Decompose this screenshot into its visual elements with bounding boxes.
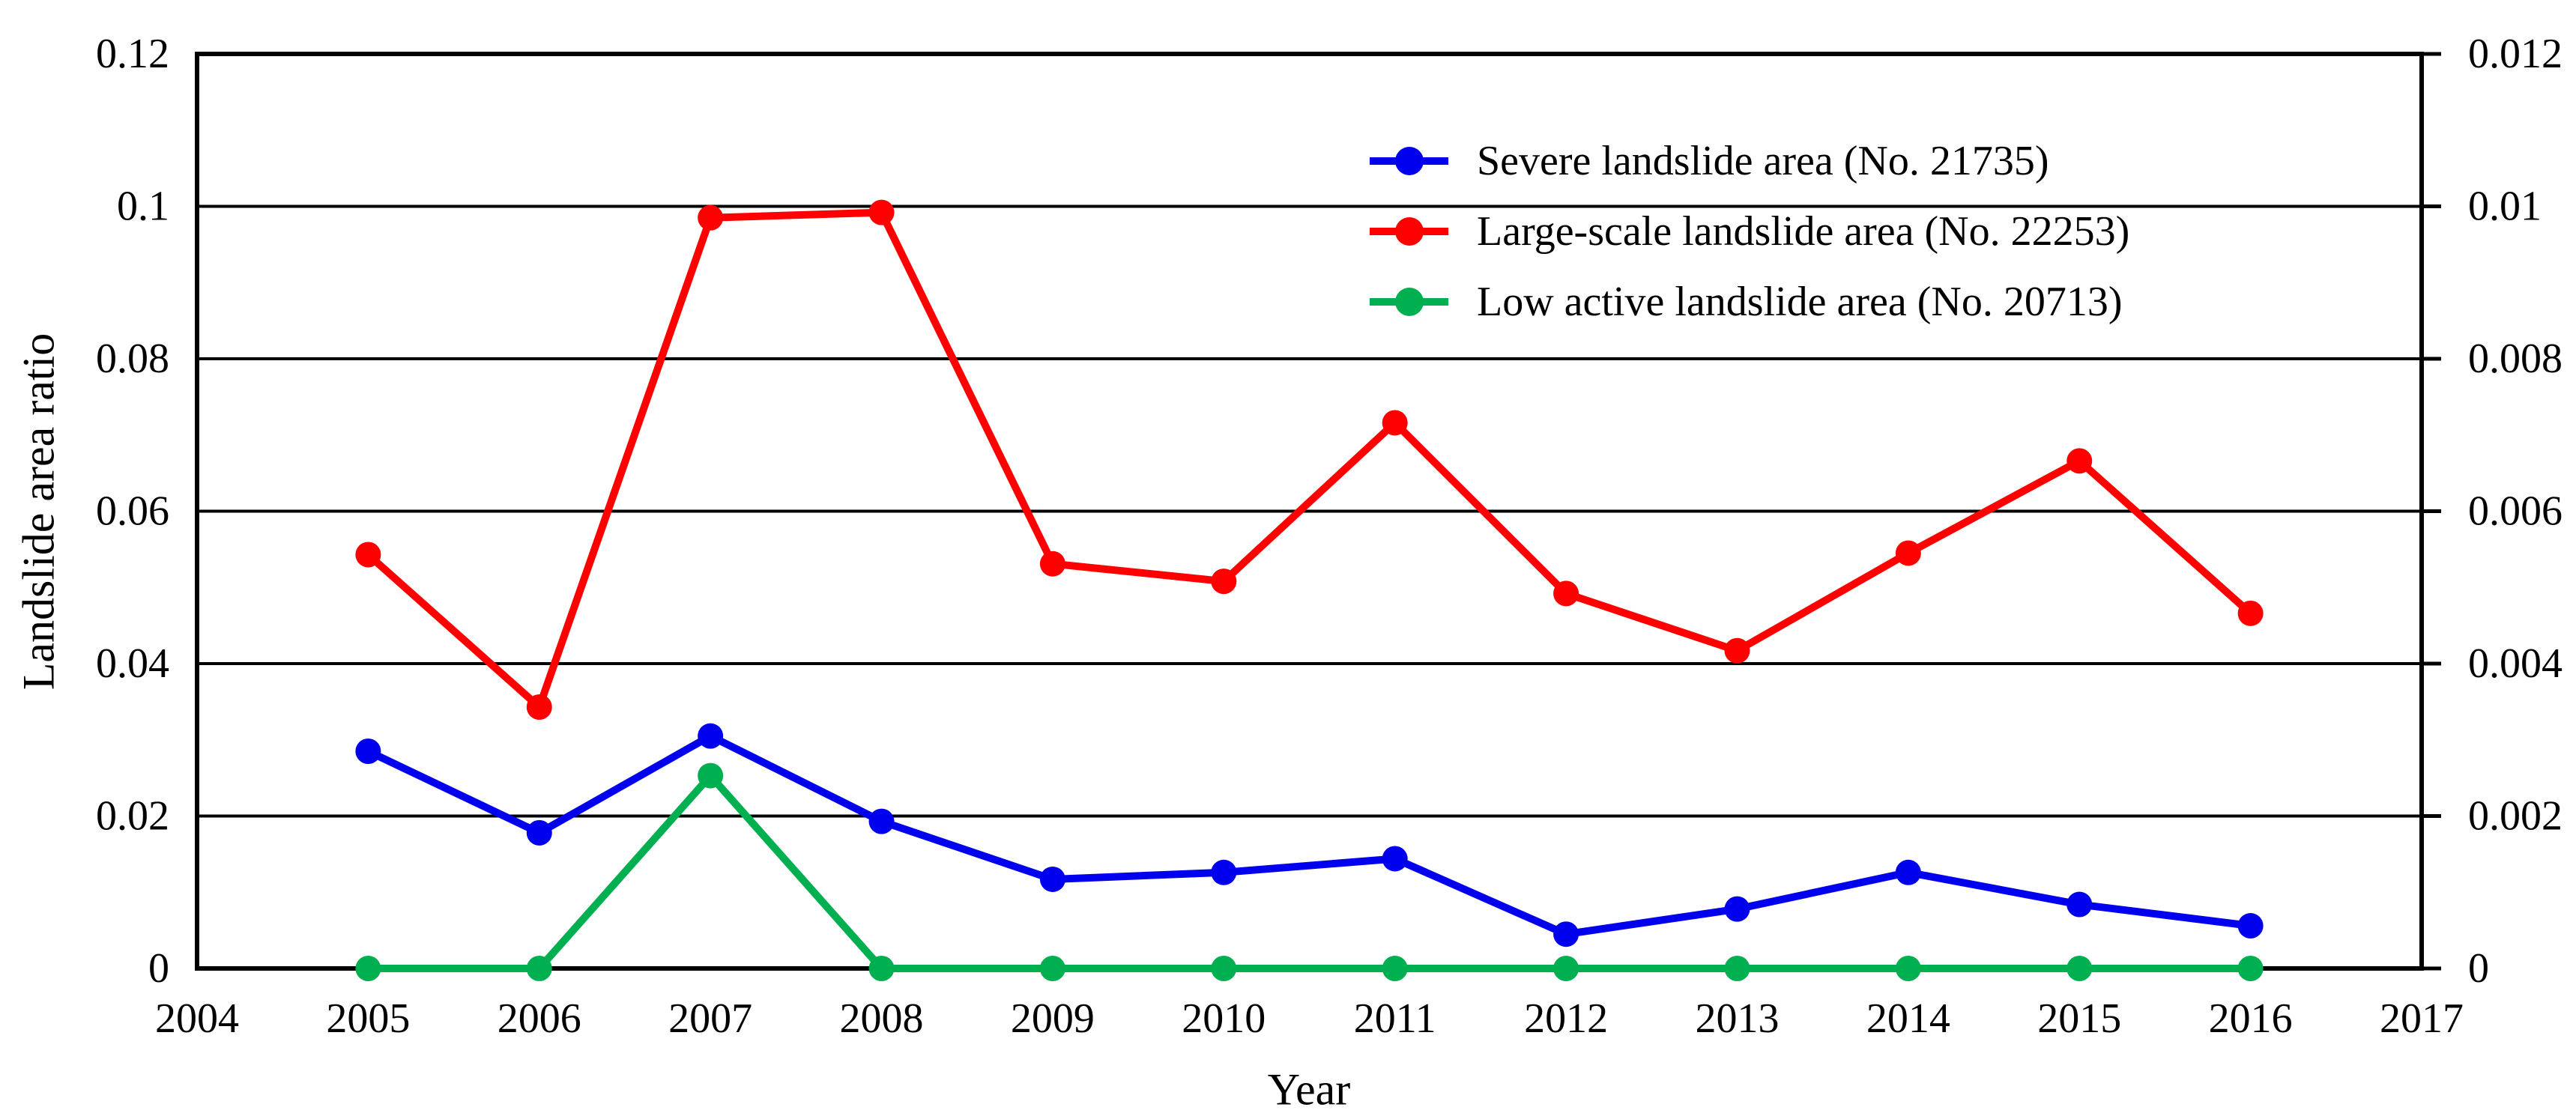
data-point-marker: [1039, 956, 1065, 981]
data-point-marker: [868, 199, 895, 225]
legend-label: Low active landslide area (No. 20713): [1477, 279, 2123, 325]
y-left-tick-label: 0.1: [117, 184, 169, 230]
data-point-marker: [1895, 956, 1921, 981]
data-point-marker: [2066, 891, 2093, 918]
data-point-marker: [1039, 551, 1065, 577]
legend-item-low-active: Low active landslide area (No. 20713): [1370, 267, 2129, 337]
data-point-marker: [1724, 896, 1750, 922]
legend-dot-icon: [1394, 217, 1424, 246]
x-tick-label: 2013: [1695, 995, 1779, 1042]
legend-item-severe: Severe landslide area (No. 21735): [1370, 126, 2129, 196]
data-point-marker: [1553, 921, 1579, 947]
data-point-marker: [698, 723, 724, 749]
y-right-tick-label: 0.006: [2468, 488, 2563, 535]
x-tick-label: 2011: [1354, 995, 1436, 1042]
legend-line-marker-icon: [1370, 288, 1448, 316]
x-tick-label: 2016: [2209, 995, 2293, 1042]
y-right-tick-label: 0.012: [2468, 31, 2563, 77]
data-point-marker: [698, 762, 724, 789]
data-point-marker: [1211, 956, 1237, 981]
y-left-tick-label: 0.04: [96, 640, 169, 687]
x-tick-label: 2017: [2380, 995, 2464, 1042]
data-point-marker: [526, 819, 552, 846]
y-right-tick-label: 0.002: [2468, 793, 2563, 840]
x-axis-title: Year: [1267, 1064, 1351, 1115]
legend-label: Severe landslide area (No. 21735): [1477, 138, 2049, 184]
data-point-marker: [526, 956, 552, 981]
y-left-tick-label: 0.08: [96, 336, 169, 382]
x-tick-label: 2008: [840, 995, 924, 1042]
data-point-marker: [698, 204, 724, 231]
x-tick-label: 2007: [668, 995, 752, 1042]
data-point-marker: [1895, 859, 1921, 885]
data-point-marker: [1724, 956, 1750, 981]
series-line-1: [364, 208, 2255, 711]
y-left-tick-label: 0.06: [96, 488, 169, 535]
x-tick-label: 2015: [2037, 995, 2121, 1042]
x-tick-label: 2006: [498, 995, 581, 1042]
y-right-tick-label: 0: [2468, 945, 2489, 992]
series-line-0: [364, 732, 2255, 938]
x-tick-label: 2010: [1182, 995, 1266, 1042]
series-line-2: [364, 771, 2255, 972]
x-tick-label: 2005: [326, 995, 410, 1042]
data-point-marker: [1553, 580, 1579, 607]
data-point-marker: [1211, 568, 1237, 595]
x-tick-label: 2009: [1011, 995, 1095, 1042]
y-left-tick-label: 0.02: [96, 793, 169, 840]
data-point-marker: [355, 542, 381, 568]
data-point-marker: [868, 808, 895, 834]
data-point-marker: [1724, 637, 1750, 664]
y-right-tick-label: 0.004: [2468, 640, 2563, 687]
x-tick-label: 2004: [155, 995, 239, 1042]
legend-dot-icon: [1394, 147, 1424, 175]
x-tick-label: 2014: [1866, 995, 1950, 1042]
data-point-marker: [2237, 913, 2264, 939]
y-right-tick-label: 0.008: [2468, 336, 2563, 382]
data-point-marker: [355, 739, 381, 765]
data-point-marker: [1382, 410, 1408, 436]
data-point-marker: [2237, 600, 2264, 626]
y-left-tick-label: 0: [148, 945, 169, 992]
legend-line-marker-icon: [1370, 147, 1448, 175]
data-point-marker: [868, 956, 895, 981]
y-right-tick-label: 0.01: [2468, 184, 2542, 230]
legend-item-large-scale: Large-scale landslide area (No. 22253): [1370, 196, 2129, 267]
data-point-marker: [526, 694, 552, 720]
data-point-marker: [2237, 956, 2264, 981]
data-point-marker: [2066, 448, 2093, 474]
data-point-marker: [1211, 859, 1237, 885]
legend-dot-icon: [1394, 288, 1424, 316]
data-point-marker: [1382, 846, 1408, 872]
legend: Severe landslide area (No. 21735) Large-…: [1370, 126, 2129, 337]
data-point-marker: [355, 956, 381, 981]
x-tick-label: 2012: [1524, 995, 1608, 1042]
data-point-marker: [2066, 956, 2093, 981]
data-point-marker: [1039, 866, 1065, 892]
legend-line-marker-icon: [1370, 217, 1448, 246]
data-point-marker: [1553, 956, 1579, 981]
data-point-marker: [1895, 540, 1921, 566]
y-axis-title: Landslide area ratio: [13, 333, 64, 691]
y-left-tick-label: 0.12: [96, 31, 169, 77]
data-point-marker: [1382, 956, 1408, 981]
legend-label: Large-scale landslide area (No. 22253): [1477, 208, 2130, 255]
